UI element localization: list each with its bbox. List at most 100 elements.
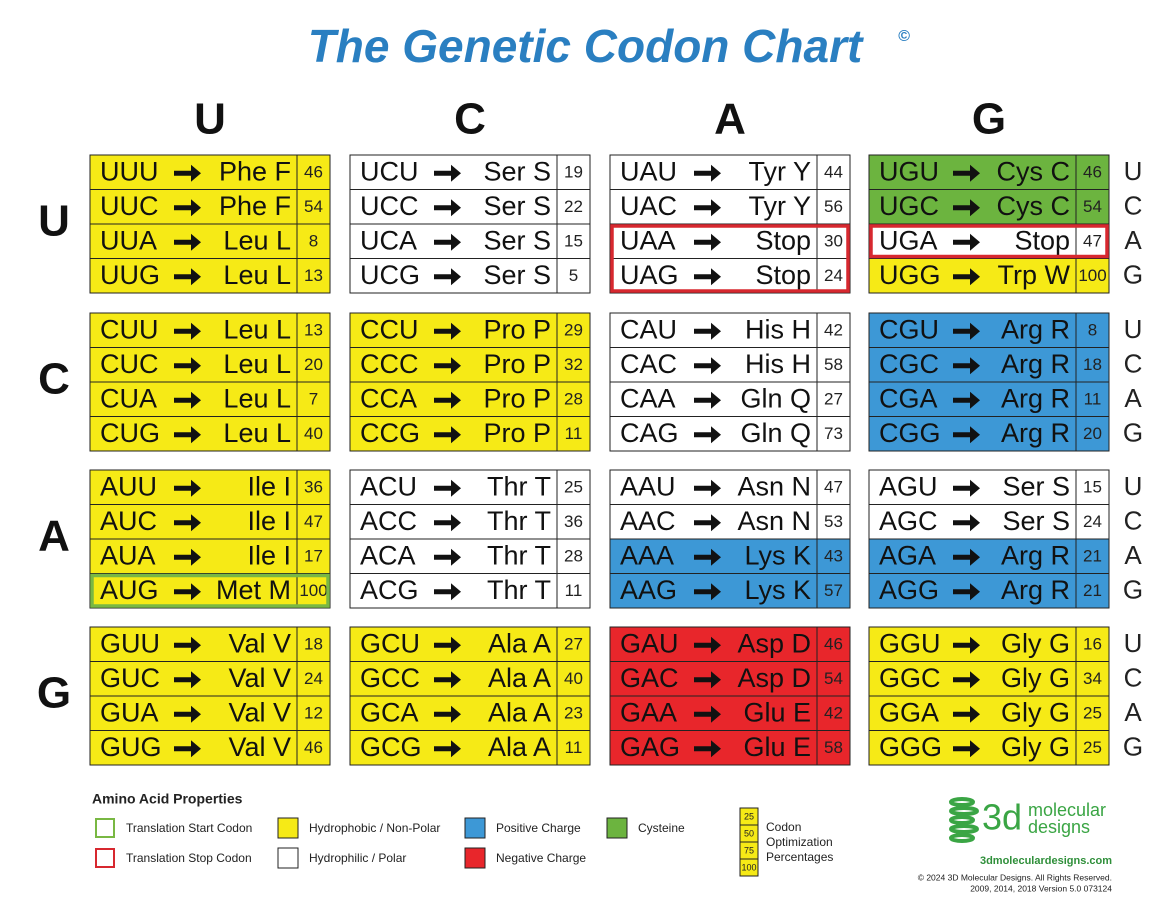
optimization-percent: 28 <box>564 390 583 409</box>
amino-acid: Stop <box>755 225 811 255</box>
codon-cell <box>349 258 591 294</box>
codon-cell <box>89 223 331 259</box>
codon: AUG <box>100 575 159 605</box>
codon: CUG <box>100 418 160 448</box>
arrow <box>694 740 721 758</box>
column-header: G <box>972 95 1006 144</box>
optimization-percent: 54 <box>304 197 323 216</box>
codon: GAG <box>620 732 680 762</box>
codon-cell <box>609 504 851 540</box>
optimization-percent: 46 <box>1083 163 1102 182</box>
codon-cell <box>89 469 331 505</box>
arrow <box>174 479 201 497</box>
arrow <box>953 391 980 409</box>
codon-cell <box>89 661 331 697</box>
optimization-percent: 19 <box>564 163 583 182</box>
codon-cell <box>609 347 851 383</box>
amino-acid: Leu L <box>223 314 291 344</box>
codon: AGG <box>879 575 939 605</box>
arrow <box>694 514 721 532</box>
arrow <box>434 426 461 444</box>
optimization-percent: 8 <box>309 232 318 251</box>
legend-label: Negative Charge <box>496 851 586 865</box>
arrow <box>694 199 721 217</box>
amino-acid: Stop <box>1014 225 1070 255</box>
arrow <box>174 636 201 654</box>
optimization-percent: 56 <box>824 197 843 216</box>
amino-acid: Ile I <box>247 540 291 570</box>
column-header: U <box>194 95 226 144</box>
amino-acid: Ala A <box>488 663 551 693</box>
codon-cell <box>89 538 331 574</box>
third-base: A <box>1124 225 1142 255</box>
amino-acid: Thr T <box>487 471 551 501</box>
codon: CCC <box>360 349 419 379</box>
third-base: U <box>1124 628 1143 658</box>
optimization-percent: 40 <box>564 669 583 688</box>
codon-cell <box>89 258 331 294</box>
codon: CCA <box>360 383 417 413</box>
codon-cell <box>609 258 851 294</box>
arrow <box>953 479 980 497</box>
amino-acid: Trp W <box>998 260 1071 290</box>
legend-title: Amino Acid Properties <box>92 791 243 807</box>
codon-cell <box>609 223 851 259</box>
codon: GGC <box>879 663 941 693</box>
codon: UUG <box>100 260 160 290</box>
arrow <box>174 322 201 340</box>
arrow <box>174 583 201 601</box>
codon-cell <box>868 695 1110 731</box>
optimization-percent: 28 <box>564 547 583 566</box>
arrow <box>953 199 980 217</box>
amino-acid: Thr T <box>487 506 551 536</box>
amino-acid: Ser S <box>1002 506 1070 536</box>
codon: GCA <box>360 697 419 727</box>
arrow <box>953 233 980 251</box>
amino-acid: Gly G <box>1001 697 1070 727</box>
optimization-percent: 73 <box>824 424 843 443</box>
codon-cell <box>349 695 591 731</box>
codon-cell <box>868 573 1110 609</box>
codon-cell <box>89 381 331 417</box>
column-header: A <box>714 95 746 144</box>
optimization-percent: 44 <box>824 163 843 182</box>
amino-acid: Asp D <box>737 628 811 658</box>
row-header: U <box>38 197 70 246</box>
legend-label: Translation Stop Codon <box>126 851 252 865</box>
amino-acid: Gln Q <box>740 383 811 413</box>
codon: GCU <box>360 628 420 658</box>
arrow <box>174 391 201 409</box>
arrow <box>694 671 721 689</box>
codon: CAU <box>620 314 677 344</box>
codon-cell <box>609 730 851 766</box>
arrow <box>434 548 461 566</box>
arrow <box>953 636 980 654</box>
codon-cell <box>89 573 331 609</box>
amino-acid: Asn N <box>737 471 811 501</box>
third-base: U <box>1124 314 1143 344</box>
legend-swatch <box>95 818 115 838</box>
arrow <box>174 164 201 182</box>
amino-acid: Met M <box>216 575 291 605</box>
third-base: C <box>1124 663 1143 693</box>
amino-acid: Pro P <box>483 418 551 448</box>
arrow <box>434 268 461 286</box>
amino-acid: Lys K <box>744 540 811 570</box>
arrow <box>434 322 461 340</box>
arrow <box>694 164 721 182</box>
amino-acid: Ser S <box>483 225 551 255</box>
optimization-percent: 58 <box>824 355 843 374</box>
arrow <box>174 199 201 217</box>
codon: UUA <box>100 225 157 255</box>
amino-acid: Arg R <box>1001 314 1070 344</box>
codon-cell <box>609 661 851 697</box>
codon: CUU <box>100 314 159 344</box>
arrow <box>953 548 980 566</box>
codon-outline <box>869 224 1109 259</box>
optimization-percent: 100 <box>1078 266 1106 285</box>
codon-cell <box>609 626 851 662</box>
optimization-percent: 57 <box>824 581 843 600</box>
amino-acid: Val V <box>228 663 291 693</box>
